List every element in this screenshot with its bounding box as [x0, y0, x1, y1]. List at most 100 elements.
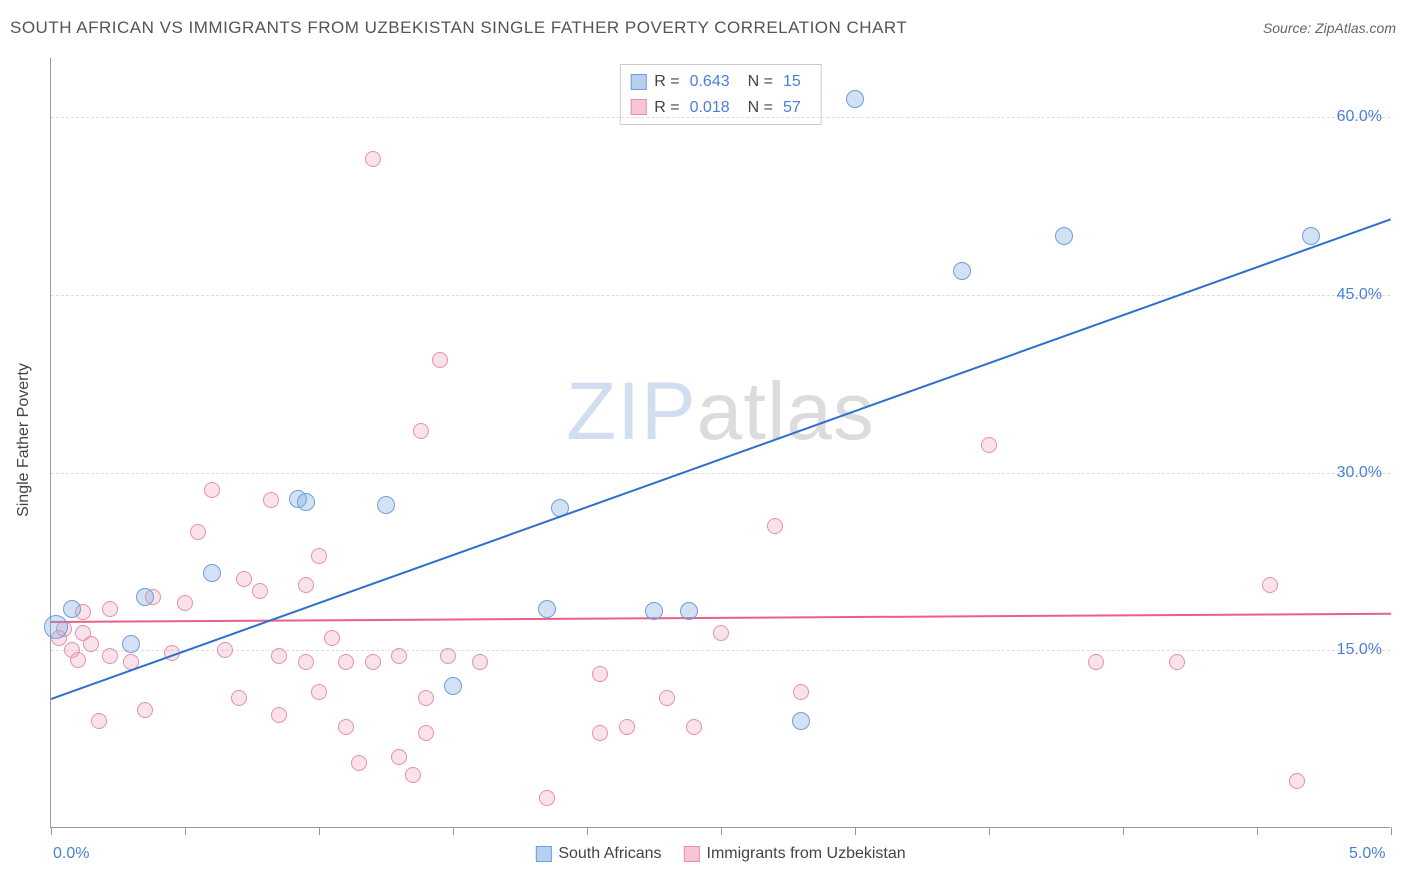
legend-item-series1: South Africans — [535, 845, 661, 863]
data-point — [846, 90, 864, 108]
series-legend: South Africans Immigrants from Uzbekista… — [535, 845, 905, 863]
watermark-part1: ZIP — [566, 366, 697, 457]
data-point — [792, 712, 810, 730]
gridline — [51, 295, 1390, 296]
data-point — [297, 493, 315, 511]
data-point — [365, 654, 381, 670]
x-tick — [1257, 827, 1258, 835]
data-point — [619, 719, 635, 735]
x-tick — [319, 827, 320, 835]
data-point — [1289, 773, 1305, 789]
n-label: N = — [748, 69, 773, 95]
legend-label-series1: South Africans — [558, 845, 661, 863]
data-point — [70, 652, 86, 668]
data-point — [539, 790, 555, 806]
x-tick — [721, 827, 722, 835]
data-point — [351, 755, 367, 771]
x-tick — [989, 827, 990, 835]
gridline — [51, 473, 1390, 474]
data-point — [432, 352, 448, 368]
data-point — [793, 684, 809, 700]
data-point — [391, 749, 407, 765]
data-point — [338, 719, 354, 735]
data-point — [298, 654, 314, 670]
stats-row-series1: R = 0.643 N = 15 — [630, 69, 811, 95]
data-point — [217, 642, 233, 658]
legend-item-series2: Immigrants from Uzbekistan — [684, 845, 906, 863]
data-point — [102, 601, 118, 617]
data-point — [311, 548, 327, 564]
data-point — [418, 725, 434, 741]
data-point — [440, 648, 456, 664]
data-point — [236, 571, 252, 587]
data-point — [592, 725, 608, 741]
scatter-plot: ZIPatlas R = 0.643 N = 15 R = 0.018 N = … — [50, 58, 1390, 828]
data-point — [418, 690, 434, 706]
data-point — [767, 518, 783, 534]
data-point — [645, 602, 663, 620]
data-point — [83, 636, 99, 652]
data-point — [713, 625, 729, 641]
y-tick-label: 30.0% — [1337, 464, 1382, 482]
data-point — [1169, 654, 1185, 670]
x-tick — [855, 827, 856, 835]
data-point — [686, 719, 702, 735]
data-point — [1055, 227, 1073, 245]
chart-title: SOUTH AFRICAN VS IMMIGRANTS FROM UZBEKIS… — [10, 18, 907, 38]
data-point — [377, 496, 395, 514]
data-point — [203, 564, 221, 582]
data-point — [592, 666, 608, 682]
data-point — [271, 648, 287, 664]
x-tick — [453, 827, 454, 835]
data-point — [444, 677, 462, 695]
data-point — [102, 648, 118, 664]
gridline — [51, 117, 1390, 118]
x-tick — [185, 827, 186, 835]
r-value-series1: 0.643 — [690, 69, 730, 95]
data-point — [298, 577, 314, 593]
data-point — [122, 635, 140, 653]
r-label: R = — [654, 69, 679, 95]
x-tick — [1123, 827, 1124, 835]
data-point — [538, 600, 556, 618]
data-point — [44, 615, 68, 639]
legend-label-series2: Immigrants from Uzbekistan — [707, 845, 906, 863]
swatch-series2 — [630, 99, 646, 115]
data-point — [365, 151, 381, 167]
watermark: ZIPatlas — [566, 365, 875, 459]
y-tick-label: 45.0% — [1337, 286, 1382, 304]
data-point — [405, 767, 421, 783]
data-point — [252, 583, 268, 599]
data-point — [472, 654, 488, 670]
data-point — [271, 707, 287, 723]
x-tick-label: 5.0% — [1349, 845, 1385, 863]
data-point — [263, 492, 279, 508]
data-point — [1262, 577, 1278, 593]
y-tick-label: 15.0% — [1337, 641, 1382, 659]
data-point — [91, 713, 107, 729]
trend-line — [51, 612, 1391, 622]
data-point — [953, 262, 971, 280]
data-point — [659, 690, 675, 706]
data-point — [177, 595, 193, 611]
y-axis-title: Single Father Poverty — [15, 363, 33, 517]
source-attribution: Source: ZipAtlas.com — [1263, 20, 1396, 36]
data-point — [190, 524, 206, 540]
n-value-series1: 15 — [783, 69, 801, 95]
data-point — [391, 648, 407, 664]
x-tick — [587, 827, 588, 835]
data-point — [1088, 654, 1104, 670]
swatch-series2 — [684, 846, 700, 862]
data-point — [1302, 227, 1320, 245]
data-point — [231, 690, 247, 706]
data-point — [311, 684, 327, 700]
data-point — [413, 423, 429, 439]
data-point — [680, 602, 698, 620]
data-point — [981, 437, 997, 453]
x-tick-label: 0.0% — [53, 845, 89, 863]
data-point — [63, 600, 81, 618]
y-tick-label: 60.0% — [1337, 108, 1382, 126]
data-point — [204, 482, 220, 498]
data-point — [324, 630, 340, 646]
x-tick — [1391, 827, 1392, 835]
